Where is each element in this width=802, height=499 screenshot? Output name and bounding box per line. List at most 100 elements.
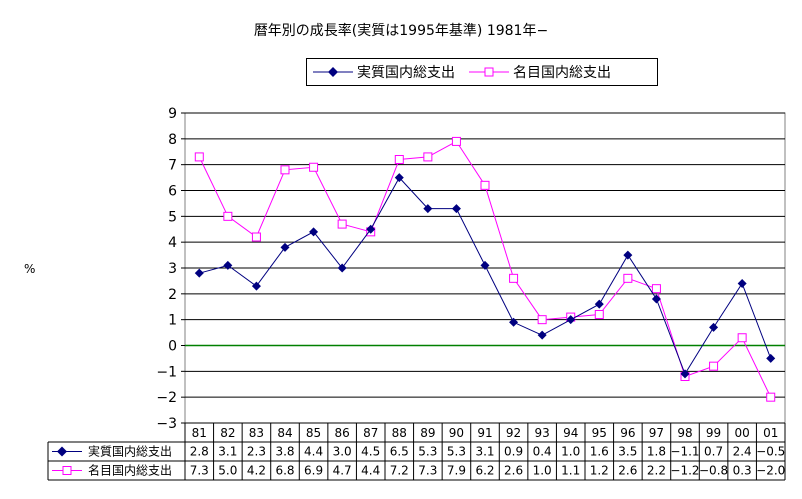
x-tick-label: 87 bbox=[363, 426, 378, 440]
data-label: 6.8 bbox=[275, 464, 294, 478]
data-label: 0.9 bbox=[504, 445, 523, 459]
data-label: 3.1 bbox=[475, 445, 494, 459]
data-point-nominal bbox=[623, 273, 633, 283]
data-label: −1.2 bbox=[670, 464, 699, 478]
y-tick-label: 0 bbox=[168, 339, 177, 355]
data-label: 1.0 bbox=[533, 464, 552, 478]
legend-item-nominal: 名目国内総支出 bbox=[469, 62, 611, 82]
chart-title: 暦年別の成長率(実質は1995年基準) 1981年− bbox=[253, 23, 549, 39]
data-point-real bbox=[737, 279, 747, 288]
data-label: 6.5 bbox=[390, 445, 409, 459]
x-tick-label: 86 bbox=[335, 426, 350, 440]
data-label: 1.0 bbox=[561, 445, 580, 459]
data-point-real bbox=[280, 242, 290, 252]
data-label: 0.7 bbox=[704, 445, 723, 459]
data-point-nominal bbox=[337, 219, 347, 229]
y-tick-label: −3 bbox=[156, 416, 177, 432]
legend-marker-nominal bbox=[469, 67, 509, 77]
y-tick-label: 8 bbox=[168, 132, 177, 148]
x-tick-label: 96 bbox=[620, 426, 635, 440]
data-point-real bbox=[251, 281, 261, 291]
data-label: −0.8 bbox=[699, 464, 728, 478]
y-tick-label: 7 bbox=[168, 158, 177, 174]
data-point-real bbox=[480, 260, 490, 270]
y-tick-label: 2 bbox=[168, 287, 177, 303]
data-point-real bbox=[537, 330, 547, 340]
x-tick-label: 97 bbox=[649, 426, 664, 440]
x-tick-label: 90 bbox=[449, 426, 464, 440]
data-point-real bbox=[194, 268, 204, 278]
data-label: 0.4 bbox=[533, 445, 552, 459]
data-label: 2.2 bbox=[647, 464, 666, 478]
data-label: 2.4 bbox=[733, 445, 752, 459]
y-tick-label: 9 bbox=[168, 106, 177, 122]
data-label: 4.7 bbox=[333, 464, 352, 478]
data-label: 0.3 bbox=[733, 464, 752, 478]
data-point-nominal bbox=[223, 211, 233, 221]
data-point-nominal bbox=[451, 136, 461, 146]
data-label: 4.5 bbox=[361, 445, 380, 459]
data-point-nominal bbox=[766, 392, 776, 402]
x-tick-label: 84 bbox=[277, 426, 292, 440]
data-point-nominal bbox=[594, 310, 604, 319]
data-point-nominal bbox=[509, 273, 519, 283]
data-point-real bbox=[651, 294, 661, 304]
data-label: 4.2 bbox=[247, 464, 266, 478]
data-point-nominal bbox=[737, 333, 747, 343]
data-point-nominal bbox=[194, 152, 204, 162]
table-series-label: 実質国内総支出 bbox=[88, 444, 172, 459]
data-point-real bbox=[394, 173, 404, 183]
x-tick-label: 83 bbox=[249, 426, 264, 440]
data-label: 7.2 bbox=[390, 464, 409, 478]
data-label: 2.6 bbox=[504, 464, 523, 478]
data-label: 5.3 bbox=[447, 445, 466, 459]
x-tick-label: 91 bbox=[477, 426, 492, 440]
legend-marker-real bbox=[313, 67, 353, 77]
y-tick-label: −1 bbox=[156, 364, 177, 380]
data-point-nominal bbox=[709, 361, 719, 371]
data-label: 5.3 bbox=[418, 445, 437, 459]
data-point-real bbox=[623, 250, 633, 260]
x-tick-label: 01 bbox=[763, 426, 778, 440]
x-tick-label: 81 bbox=[192, 426, 207, 440]
y-tick-label: 6 bbox=[168, 184, 177, 200]
y-tick-label: −2 bbox=[156, 390, 177, 406]
data-label: −2.0 bbox=[756, 464, 785, 478]
y-tick-label: 5 bbox=[168, 209, 177, 225]
x-tick-label: 92 bbox=[506, 426, 521, 440]
x-tick-label: 82 bbox=[220, 426, 235, 440]
data-point-real bbox=[451, 204, 461, 214]
data-label: 2.3 bbox=[247, 445, 266, 459]
data-point-nominal bbox=[251, 232, 261, 242]
data-point-real bbox=[566, 315, 576, 325]
x-tick-label: 89 bbox=[420, 426, 435, 440]
x-tick-label: 98 bbox=[677, 426, 692, 440]
data-label: 3.0 bbox=[333, 445, 352, 459]
data-label: 4.4 bbox=[304, 445, 323, 459]
data-label: 1.8 bbox=[647, 445, 666, 459]
x-tick-label: 95 bbox=[592, 426, 607, 440]
data-label: 6.9 bbox=[304, 464, 323, 478]
x-tick-label: 93 bbox=[535, 426, 550, 440]
data-point-nominal bbox=[651, 284, 661, 294]
data-point-nominal bbox=[480, 180, 490, 190]
legend: 実質国内総支出 名目国内総支出 bbox=[306, 58, 658, 86]
x-tick-label: 85 bbox=[306, 426, 321, 440]
data-label: 7.3 bbox=[418, 464, 437, 478]
data-label: 3.1 bbox=[218, 445, 237, 459]
x-tick-label: 88 bbox=[392, 426, 407, 440]
data-point-nominal bbox=[309, 162, 319, 172]
table-legend-marker bbox=[57, 446, 67, 457]
data-label: 7.3 bbox=[190, 464, 209, 478]
data-point-real bbox=[509, 317, 519, 327]
x-tick-label: 00 bbox=[735, 426, 750, 440]
data-point-real bbox=[766, 353, 776, 363]
data-point-nominal bbox=[394, 155, 404, 164]
data-point-real bbox=[423, 204, 433, 214]
data-point-real bbox=[366, 224, 376, 234]
data-label: 1.1 bbox=[561, 464, 580, 478]
x-tick-label: 99 bbox=[706, 426, 721, 440]
data-point-nominal bbox=[280, 165, 290, 175]
legend-label-real: 実質国内総支出 bbox=[357, 65, 455, 81]
